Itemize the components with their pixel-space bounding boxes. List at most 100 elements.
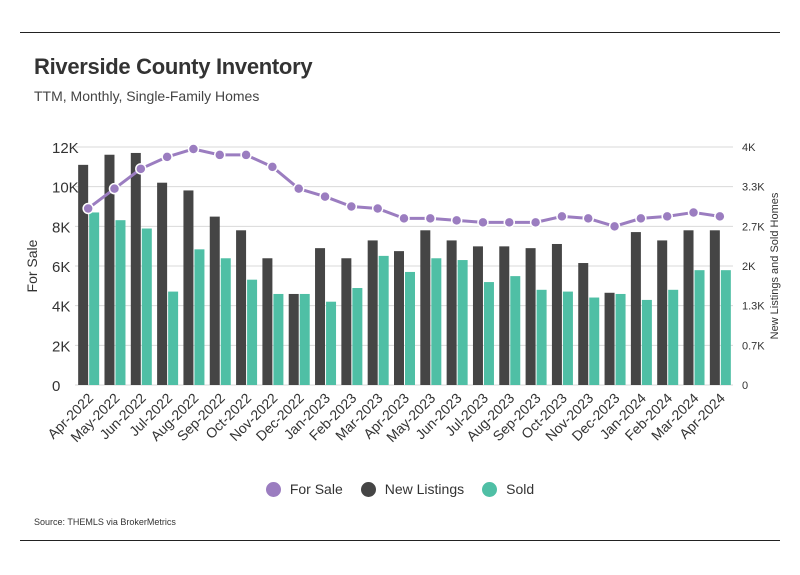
top-rule	[20, 32, 780, 33]
bar-sold	[720, 270, 731, 385]
bar-new-listings	[288, 293, 299, 385]
bar-sold	[247, 279, 258, 385]
y-tick-label: 12K	[52, 140, 79, 157]
bar-new-listings	[341, 258, 352, 385]
legend-swatch-for-sale	[265, 481, 281, 497]
legend-label-new-listings: New Listings	[384, 481, 465, 497]
y2-tick-label: 1.3K	[742, 301, 765, 313]
point-for-sale	[556, 210, 568, 223]
point-for-sale	[135, 163, 147, 175]
point-for-sale	[319, 190, 331, 203]
bar-sold	[89, 212, 100, 385]
point-for-sale	[266, 161, 279, 173]
bar-sold	[589, 297, 600, 385]
bar-sold	[378, 255, 389, 385]
point-for-sale	[424, 212, 437, 225]
y2-tick-label: 3.3K	[742, 182, 765, 194]
bar-new-listings	[551, 243, 562, 385]
bar-new-listings	[578, 263, 589, 385]
y-tick-label: 4K	[52, 299, 70, 316]
point-for-sale	[529, 216, 542, 229]
legend-item-new-listings: New Listings	[360, 481, 465, 497]
bar-sold	[457, 260, 468, 385]
y2-tick-label: 4K	[742, 142, 756, 154]
point-for-sale	[214, 149, 226, 161]
chart-title: Riverside County Inventory	[34, 54, 313, 79]
point-for-sale	[608, 220, 621, 233]
point-for-sale	[82, 202, 94, 215]
bar-sold	[483, 282, 494, 385]
y2-tick-label: 0	[742, 380, 748, 392]
bar-sold	[510, 276, 521, 385]
bar-new-listings	[394, 251, 404, 385]
bar-new-listings	[420, 230, 431, 385]
y2-tick-label: 2K	[742, 261, 756, 273]
bar-sold	[299, 293, 310, 385]
bar-new-listings	[367, 240, 378, 385]
point-for-sale	[661, 210, 673, 223]
point-for-sale	[503, 216, 516, 229]
bar-sold	[352, 288, 363, 385]
bottom-rule	[20, 540, 780, 541]
legend-label-sold: Sold	[506, 481, 535, 497]
bar-new-listings	[130, 152, 141, 385]
point-for-sale	[108, 182, 121, 195]
point-for-sale	[477, 216, 489, 229]
y2-axis-title: New Listings and Sold Homes	[769, 192, 781, 339]
chart-subtitle: TTM, Monthly, Single-Family Homes	[34, 88, 260, 104]
point-for-sale	[398, 212, 410, 225]
bar-sold	[668, 289, 679, 385]
legend-label-for-sale: For Sale	[289, 481, 343, 497]
bar-new-listings	[709, 230, 720, 385]
bar-sold	[405, 271, 415, 385]
bar-sold	[220, 258, 231, 385]
bar-new-listings	[683, 230, 694, 385]
bar-new-listings	[446, 240, 457, 385]
bar-new-listings	[525, 248, 536, 385]
bar-new-listings	[157, 182, 168, 385]
y-tick-label: 0	[52, 378, 60, 395]
bar-sold	[273, 293, 284, 385]
point-for-sale	[687, 206, 700, 219]
bar-sold	[115, 220, 126, 385]
bar-sold	[536, 289, 547, 385]
y-tick-label: 6K	[52, 259, 70, 276]
legend-item-sold: Sold	[482, 481, 534, 497]
point-for-sale	[161, 151, 173, 163]
bar-sold	[562, 291, 573, 385]
bar-sold	[615, 293, 626, 385]
bar-sold	[326, 301, 337, 385]
bar-new-listings	[472, 246, 483, 385]
point-for-sale	[714, 210, 726, 223]
bar-new-listings	[262, 258, 273, 385]
bar-sold	[168, 291, 179, 385]
bar-sold	[694, 270, 705, 385]
y2-tick-label: 0.7K	[742, 340, 765, 352]
legend-swatch-sold	[482, 481, 498, 497]
bar-new-listings	[209, 216, 220, 385]
point-for-sale	[450, 214, 463, 227]
legend-item-for-sale: For Sale	[265, 481, 343, 497]
bar-sold	[431, 258, 442, 385]
y-axis-title: For Sale	[24, 239, 40, 292]
bar-sold	[141, 228, 152, 385]
point-for-sale	[240, 149, 252, 161]
bar-new-listings	[183, 190, 194, 385]
bar-new-listings	[236, 230, 247, 385]
chart-source: Source: THEMLS via BrokerMetrics	[34, 517, 176, 527]
chart-legend: For Sale New Listings Sold	[0, 481, 800, 497]
y-tick-label: 10K	[52, 180, 79, 197]
y2-tick-label: 2.7K	[742, 221, 765, 233]
y-tick-label: 8K	[52, 219, 70, 236]
y-tick-label: 2K	[52, 338, 70, 355]
bar-new-listings	[104, 154, 115, 385]
point-for-sale	[187, 143, 200, 155]
legend-swatch-new-listings	[360, 481, 376, 497]
bar-new-listings	[657, 240, 668, 385]
bar-new-listings	[499, 246, 510, 385]
bar-sold	[641, 299, 652, 385]
point-for-sale	[582, 212, 594, 225]
point-for-sale	[635, 212, 647, 225]
bar-new-listings	[604, 292, 615, 385]
